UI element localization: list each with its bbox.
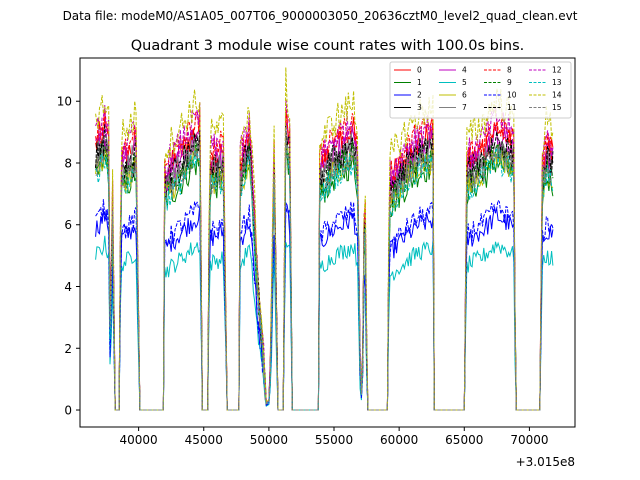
legend-label-15: 15 xyxy=(552,103,562,112)
legend-label-2: 2 xyxy=(417,91,422,100)
plot-area xyxy=(95,67,554,411)
series-line-12 xyxy=(95,100,554,411)
legend-label-14: 14 xyxy=(552,91,562,100)
figure-suptitle: Data file: modeM0/AS1A05_007T06_90000030… xyxy=(63,9,578,23)
series-line-5 xyxy=(95,235,554,411)
x-tick-label: 40000 xyxy=(120,433,158,447)
y-axis: 0 2 4 6 8 10 xyxy=(57,95,80,418)
legend-label-9: 9 xyxy=(507,78,512,87)
legend-label-6: 6 xyxy=(462,91,467,100)
x-tick-label: 70000 xyxy=(510,433,548,447)
legend-label-1: 1 xyxy=(417,78,422,87)
y-tick-label: 0 xyxy=(64,404,72,418)
series-line-13 xyxy=(95,136,554,411)
x-tick-label: 65000 xyxy=(445,433,483,447)
legend-label-0: 0 xyxy=(417,66,422,75)
legend-label-4: 4 xyxy=(462,66,467,75)
x-axis-offset-label: +3.015e8 xyxy=(516,455,575,469)
series-line-2 xyxy=(95,201,554,411)
x-tick-label: 45000 xyxy=(185,433,223,447)
legend-label-11: 11 xyxy=(507,103,517,112)
legend-box xyxy=(389,61,572,119)
x-tick-label: 60000 xyxy=(380,433,418,447)
legend-label-10: 10 xyxy=(507,91,517,100)
legend-label-3: 3 xyxy=(417,103,422,112)
legend-label-13: 13 xyxy=(552,78,562,87)
legend-label-12: 12 xyxy=(552,66,562,75)
y-tick-label: 4 xyxy=(64,280,72,294)
y-tick-label: 6 xyxy=(64,218,72,232)
plot-frame xyxy=(79,57,576,428)
y-tick-label: 8 xyxy=(64,156,72,170)
y-tick-label: 10 xyxy=(57,95,72,109)
series-line-10 xyxy=(95,199,554,411)
x-tick-label: 50000 xyxy=(250,433,288,447)
legend-label-8: 8 xyxy=(507,66,512,75)
chart-title: Quadrant 3 module wise count rates with … xyxy=(131,38,525,54)
series-line-14 xyxy=(95,67,554,411)
series-line-15 xyxy=(95,128,554,411)
x-tick-label: 55000 xyxy=(315,433,353,447)
y-tick-label: 2 xyxy=(64,342,72,356)
x-axis: 40000 45000 50000 55000 60000 65000 70000 xyxy=(120,427,549,447)
legend-label-5: 5 xyxy=(462,78,467,87)
legend-label-7: 7 xyxy=(462,103,467,112)
series-line-4 xyxy=(95,122,554,411)
